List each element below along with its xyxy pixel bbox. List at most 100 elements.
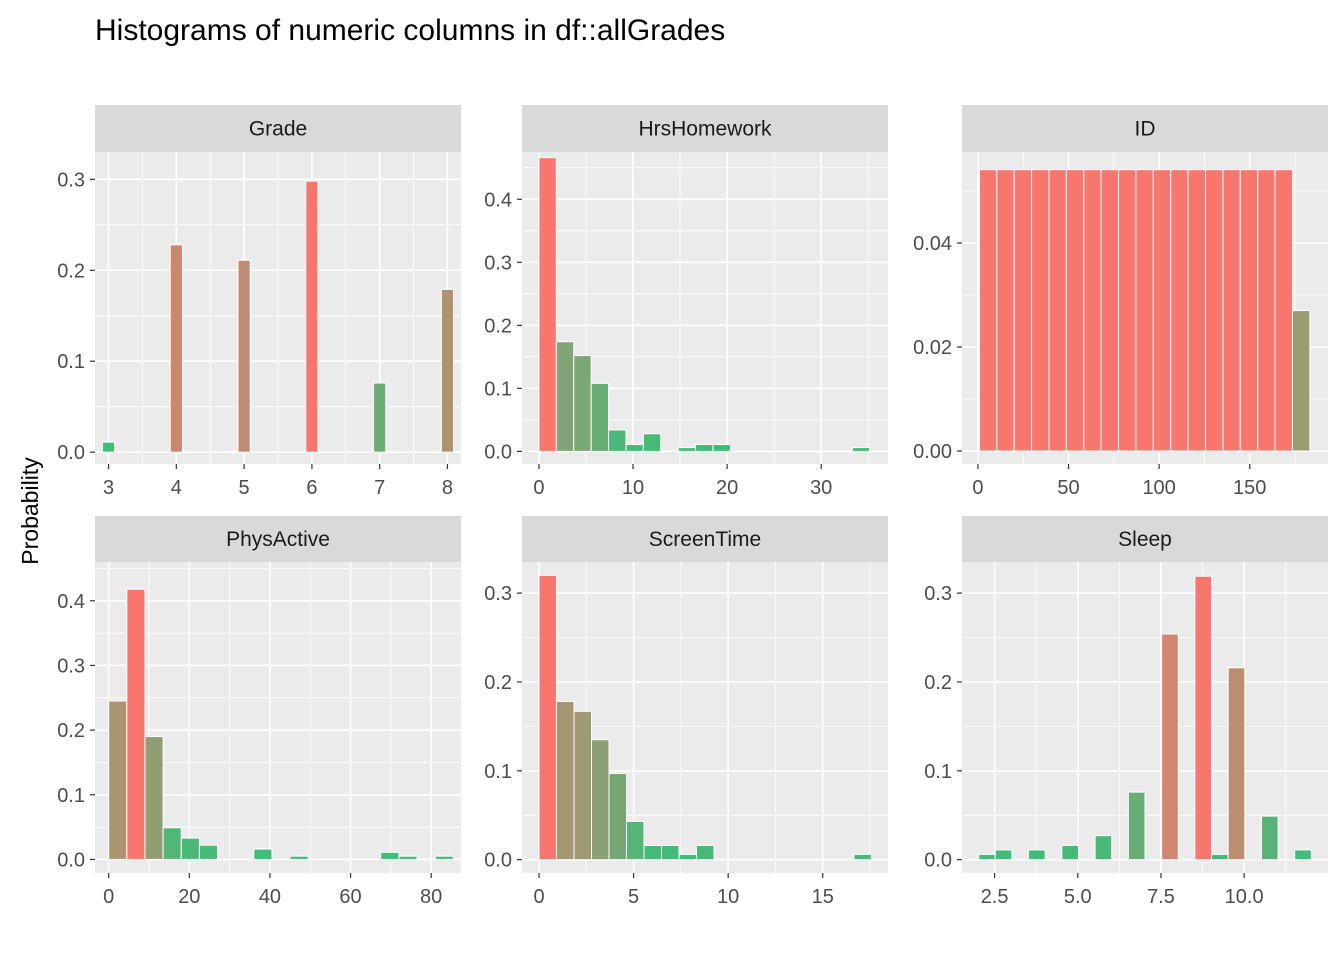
y-tick-label: 0.4 bbox=[57, 591, 85, 613]
facet-strip bbox=[522, 516, 888, 562]
histogram-bar bbox=[253, 848, 273, 860]
y-tick-label: 0.3 bbox=[484, 583, 512, 605]
histogram-bar bbox=[608, 772, 628, 861]
x-tick-label: 0 bbox=[972, 477, 983, 499]
x-tick-label: 20 bbox=[716, 477, 738, 499]
x-tick-label: 40 bbox=[259, 886, 281, 908]
x-tick-label: 0 bbox=[103, 886, 114, 908]
histogram-bar bbox=[1260, 815, 1279, 861]
histogram-bar bbox=[573, 710, 593, 861]
facet-strip-label: PhysActive bbox=[226, 528, 330, 551]
histogram-bar bbox=[1100, 169, 1120, 452]
y-tick-label: 0.1 bbox=[57, 785, 85, 807]
histogram-bar bbox=[1291, 310, 1311, 452]
y-tick-label: 0.0 bbox=[484, 441, 512, 463]
histogram-bar bbox=[695, 443, 714, 452]
histogram-bar bbox=[996, 169, 1015, 452]
y-tick-label: 0.04 bbox=[913, 233, 952, 255]
facet-strip-label: Grade bbox=[249, 118, 307, 141]
x-tick-label: 10.0 bbox=[1225, 886, 1264, 908]
histogram-bar bbox=[162, 827, 182, 860]
x-tick-label: 5 bbox=[628, 886, 639, 908]
histogram-bar bbox=[555, 341, 575, 452]
facet-strip bbox=[522, 105, 888, 152]
y-tick-label: 0.0 bbox=[924, 850, 952, 872]
histogram-bar bbox=[1194, 575, 1213, 861]
facet-panels: Grade 3 4 5 6 7 8 0.0 0.1 0.2 0.3 HrsHomework 0 10 20 3… bbox=[57, 105, 1328, 908]
histogram-bar bbox=[625, 443, 644, 452]
y-tick-label: 0.3 bbox=[57, 169, 85, 191]
facet-panel-grade: Grade 3 4 5 6 7 8 0.0 0.1 0.2 0.3 bbox=[57, 105, 461, 499]
histogram-bar bbox=[108, 700, 128, 860]
x-tick-label: 0 bbox=[533, 477, 544, 499]
facet-panel-sleep: Sleep 2.5 5.0 7.5 10.0 0.0 0.1 0.2 0.3 bbox=[924, 516, 1328, 908]
histogram-bar bbox=[144, 736, 164, 860]
y-tick-label: 0.1 bbox=[484, 378, 512, 400]
x-tick-label: 15 bbox=[812, 886, 834, 908]
y-tick-label: 0.2 bbox=[484, 315, 512, 337]
y-tick-label: 0.1 bbox=[484, 761, 512, 783]
histogram-bar bbox=[538, 574, 558, 861]
histogram-bar bbox=[1257, 169, 1276, 452]
x-tick-label: 7.5 bbox=[1147, 886, 1175, 908]
x-tick-label: 60 bbox=[339, 886, 361, 908]
histogram-bar bbox=[180, 837, 200, 860]
histogram-bar bbox=[1094, 835, 1113, 861]
chart-title: Histograms of numeric columns in df::all… bbox=[95, 14, 725, 47]
x-tick-label: 6 bbox=[306, 477, 317, 499]
histogram-bar bbox=[101, 441, 116, 453]
histogram-bar bbox=[1083, 169, 1102, 452]
x-tick-label: 100 bbox=[1142, 477, 1175, 499]
facet-panel-screentime: ScreenTime 0 5 10 15 0.0 0.1 0.2 0.3 bbox=[484, 516, 888, 908]
histogram-bar bbox=[237, 259, 251, 453]
histogram-bar bbox=[1013, 169, 1033, 452]
y-tick-label: 0.2 bbox=[484, 672, 512, 694]
histogram-bar bbox=[1152, 169, 1172, 452]
histogram-bar bbox=[712, 443, 731, 452]
x-tick-label: 80 bbox=[420, 886, 442, 908]
histogram-bar bbox=[626, 820, 645, 861]
histogram-bar bbox=[1061, 844, 1079, 861]
histogram-bar bbox=[608, 429, 627, 452]
histogram-bar bbox=[398, 855, 418, 860]
histogram-bar bbox=[538, 157, 557, 452]
histogram-bar bbox=[169, 244, 183, 453]
histogram-bar bbox=[1028, 849, 1046, 861]
y-tick-label: 0.1 bbox=[57, 351, 85, 373]
histogram-bar bbox=[434, 855, 454, 860]
facet-strip-label: ScreenTime bbox=[649, 528, 761, 551]
histogram-bar bbox=[305, 180, 319, 453]
x-tick-label: 2.5 bbox=[981, 886, 1009, 908]
histogram-bar bbox=[1065, 169, 1085, 452]
facet-panel-physactive: PhysActive 0 20 40 60 80 0.0 0.1 0.2 0.3 0.4 bbox=[57, 516, 461, 908]
y-tick-label: 0.3 bbox=[924, 583, 952, 605]
x-tick-label: 0 bbox=[533, 886, 544, 908]
histogram-bar bbox=[1161, 633, 1179, 861]
y-tick-label: 0.4 bbox=[484, 189, 512, 211]
y-tick-label: 0.0 bbox=[57, 849, 85, 871]
histogram-bar bbox=[1222, 169, 1241, 452]
x-tick-label: 50 bbox=[1057, 477, 1079, 499]
facet-strip-label: Sleep bbox=[1118, 528, 1172, 551]
x-tick-label: 30 bbox=[810, 477, 832, 499]
x-tick-label: 10 bbox=[717, 886, 739, 908]
histogram-bar bbox=[1227, 667, 1246, 861]
x-tick-label: 8 bbox=[442, 477, 453, 499]
histogram-bar bbox=[978, 853, 996, 861]
y-tick-label: 0.0 bbox=[57, 442, 85, 464]
histogram-bar bbox=[440, 288, 455, 453]
y-tick-label: 0.2 bbox=[57, 260, 85, 282]
histogram-bar bbox=[851, 447, 871, 452]
histogram-bar bbox=[1205, 169, 1224, 452]
histogram-bar bbox=[853, 853, 872, 861]
histogram-bar bbox=[1187, 169, 1207, 452]
histogram-bar bbox=[590, 382, 610, 452]
y-tick-label: 0.0 bbox=[484, 850, 512, 872]
facet-strip bbox=[962, 516, 1328, 562]
histogram-bar bbox=[380, 851, 400, 860]
facet-panel-id: ID 0 50 100 150 0.00 0.02 0.04 bbox=[913, 105, 1328, 499]
histogram-bar bbox=[289, 855, 309, 860]
y-tick-label: 0.02 bbox=[913, 337, 952, 359]
y-axis-label: Probability bbox=[17, 457, 43, 565]
